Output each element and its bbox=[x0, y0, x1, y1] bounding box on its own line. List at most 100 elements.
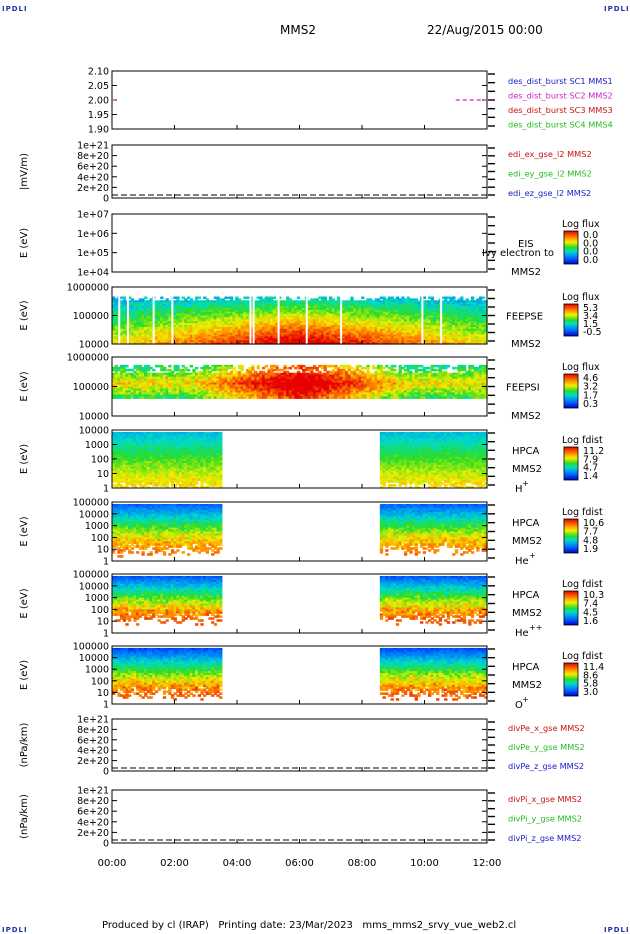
heatmap-cell bbox=[178, 309, 183, 313]
heatmap-cell bbox=[275, 334, 279, 337]
heatmap-cell bbox=[189, 319, 193, 322]
heatmap-cell bbox=[264, 306, 268, 309]
heatmap-cell bbox=[237, 300, 242, 303]
heatmap-cell bbox=[205, 304, 210, 307]
heatmap-cell bbox=[181, 296, 185, 299]
heatmap-cell bbox=[192, 317, 196, 320]
heatmap-cell bbox=[176, 325, 180, 328]
heatmap-cell bbox=[133, 338, 137, 341]
heatmap-cell bbox=[213, 326, 218, 330]
heatmap-cell bbox=[157, 336, 161, 339]
heatmap-cell bbox=[168, 325, 172, 328]
heatmap-cell bbox=[216, 338, 220, 341]
heatmap-cell bbox=[195, 298, 199, 301]
heatmap-cell bbox=[224, 306, 228, 309]
heatmap-cell bbox=[144, 304, 148, 307]
heatmap-cell bbox=[200, 304, 204, 307]
date-title: 22/Aug/2015 00:00 bbox=[427, 23, 543, 37]
heatmap-cell bbox=[120, 309, 124, 313]
heatmap-cell bbox=[128, 330, 132, 334]
heatmap-cell bbox=[232, 330, 236, 334]
heatmap-cell bbox=[195, 326, 199, 330]
heatmap-cell bbox=[275, 307, 279, 311]
heatmap-cell bbox=[240, 311, 244, 315]
heatmap-cell bbox=[267, 296, 271, 299]
heatmap-cell bbox=[184, 326, 188, 330]
heatmap-cell bbox=[208, 330, 212, 334]
heatmap-cell bbox=[205, 302, 210, 305]
heatmap-cell bbox=[192, 315, 196, 318]
heatmap-cell bbox=[120, 300, 124, 303]
heatmap-cell bbox=[267, 309, 271, 313]
heatmap-cell bbox=[168, 309, 172, 313]
heatmap-cell bbox=[162, 311, 167, 315]
heatmap-cell bbox=[262, 325, 266, 328]
heatmap-cell bbox=[213, 325, 218, 328]
heatmap-cell bbox=[227, 317, 231, 320]
heatmap-cell bbox=[162, 313, 167, 317]
heatmap-cell bbox=[205, 315, 210, 318]
heatmap-cell bbox=[243, 332, 247, 336]
heatmap-cell bbox=[128, 315, 132, 318]
heatmap-cell bbox=[187, 330, 191, 334]
heatmap-cell bbox=[270, 325, 274, 328]
heatmap-cell bbox=[224, 315, 228, 318]
heatmap-cell bbox=[259, 306, 263, 309]
heatmap-cell bbox=[272, 307, 276, 311]
heatmap-cell bbox=[240, 302, 244, 305]
heatmap-cell bbox=[197, 315, 201, 318]
heatmap-cell bbox=[122, 325, 126, 328]
heatmap-cell bbox=[227, 311, 231, 315]
heatmap-cell bbox=[235, 300, 239, 303]
heatmap-cell bbox=[256, 338, 260, 341]
heatmap-cell bbox=[184, 317, 188, 320]
heatmap-cell bbox=[192, 302, 196, 305]
heatmap-cell bbox=[149, 309, 153, 313]
heatmap-cell bbox=[270, 296, 274, 299]
heatmap-cell bbox=[272, 340, 276, 343]
heatmap-cell bbox=[146, 332, 151, 336]
heatmap-cell bbox=[178, 319, 183, 322]
heatmap-cell bbox=[173, 319, 177, 322]
heatmap-cell bbox=[275, 342, 279, 345]
heatmap-cell bbox=[243, 306, 247, 309]
heatmap-cell bbox=[240, 368, 244, 372]
heatmap-cell bbox=[211, 326, 215, 330]
heatmap-cell bbox=[197, 321, 201, 324]
heatmap-cell bbox=[157, 321, 161, 324]
heatmap-cell bbox=[173, 334, 177, 337]
heatmap-cell bbox=[256, 315, 260, 318]
heatmap-cell bbox=[240, 304, 244, 307]
heatmap-cell bbox=[149, 326, 153, 330]
heatmap-cell bbox=[221, 317, 226, 320]
heatmap-cell bbox=[224, 309, 228, 313]
heatmap-cell bbox=[235, 306, 239, 309]
heatmap-cell bbox=[195, 319, 199, 322]
heatmap-p4 bbox=[112, 296, 488, 345]
heatmap-cell bbox=[232, 328, 236, 332]
heatmap-cell bbox=[192, 311, 196, 315]
heatmap-cell bbox=[235, 330, 239, 334]
heatmap-cell bbox=[203, 309, 207, 313]
heatmap-cell bbox=[229, 315, 234, 318]
heatmap-cell bbox=[275, 319, 279, 322]
heatmap-cell bbox=[173, 307, 177, 311]
heatmap-cell bbox=[211, 304, 215, 307]
heatmap-cell bbox=[264, 304, 268, 307]
heatmap-cell bbox=[224, 326, 228, 330]
heatmap-cell bbox=[128, 317, 132, 320]
heatmap-cell bbox=[160, 296, 164, 299]
heatmap-cell bbox=[130, 321, 135, 324]
heatmap-cell bbox=[114, 338, 118, 341]
heatmap-cell bbox=[270, 319, 274, 322]
heatmap-cell bbox=[232, 323, 236, 326]
heatmap-cell bbox=[227, 325, 231, 328]
heatmap-cell bbox=[205, 325, 210, 328]
heatmap-cell bbox=[128, 296, 132, 299]
heatmap-cell bbox=[195, 340, 199, 343]
heatmap-cell bbox=[173, 340, 177, 343]
heatmap-cell bbox=[122, 317, 126, 320]
heatmap-cell bbox=[192, 323, 196, 326]
heatmap-cell bbox=[221, 323, 226, 326]
heatmap-cell bbox=[245, 334, 250, 337]
